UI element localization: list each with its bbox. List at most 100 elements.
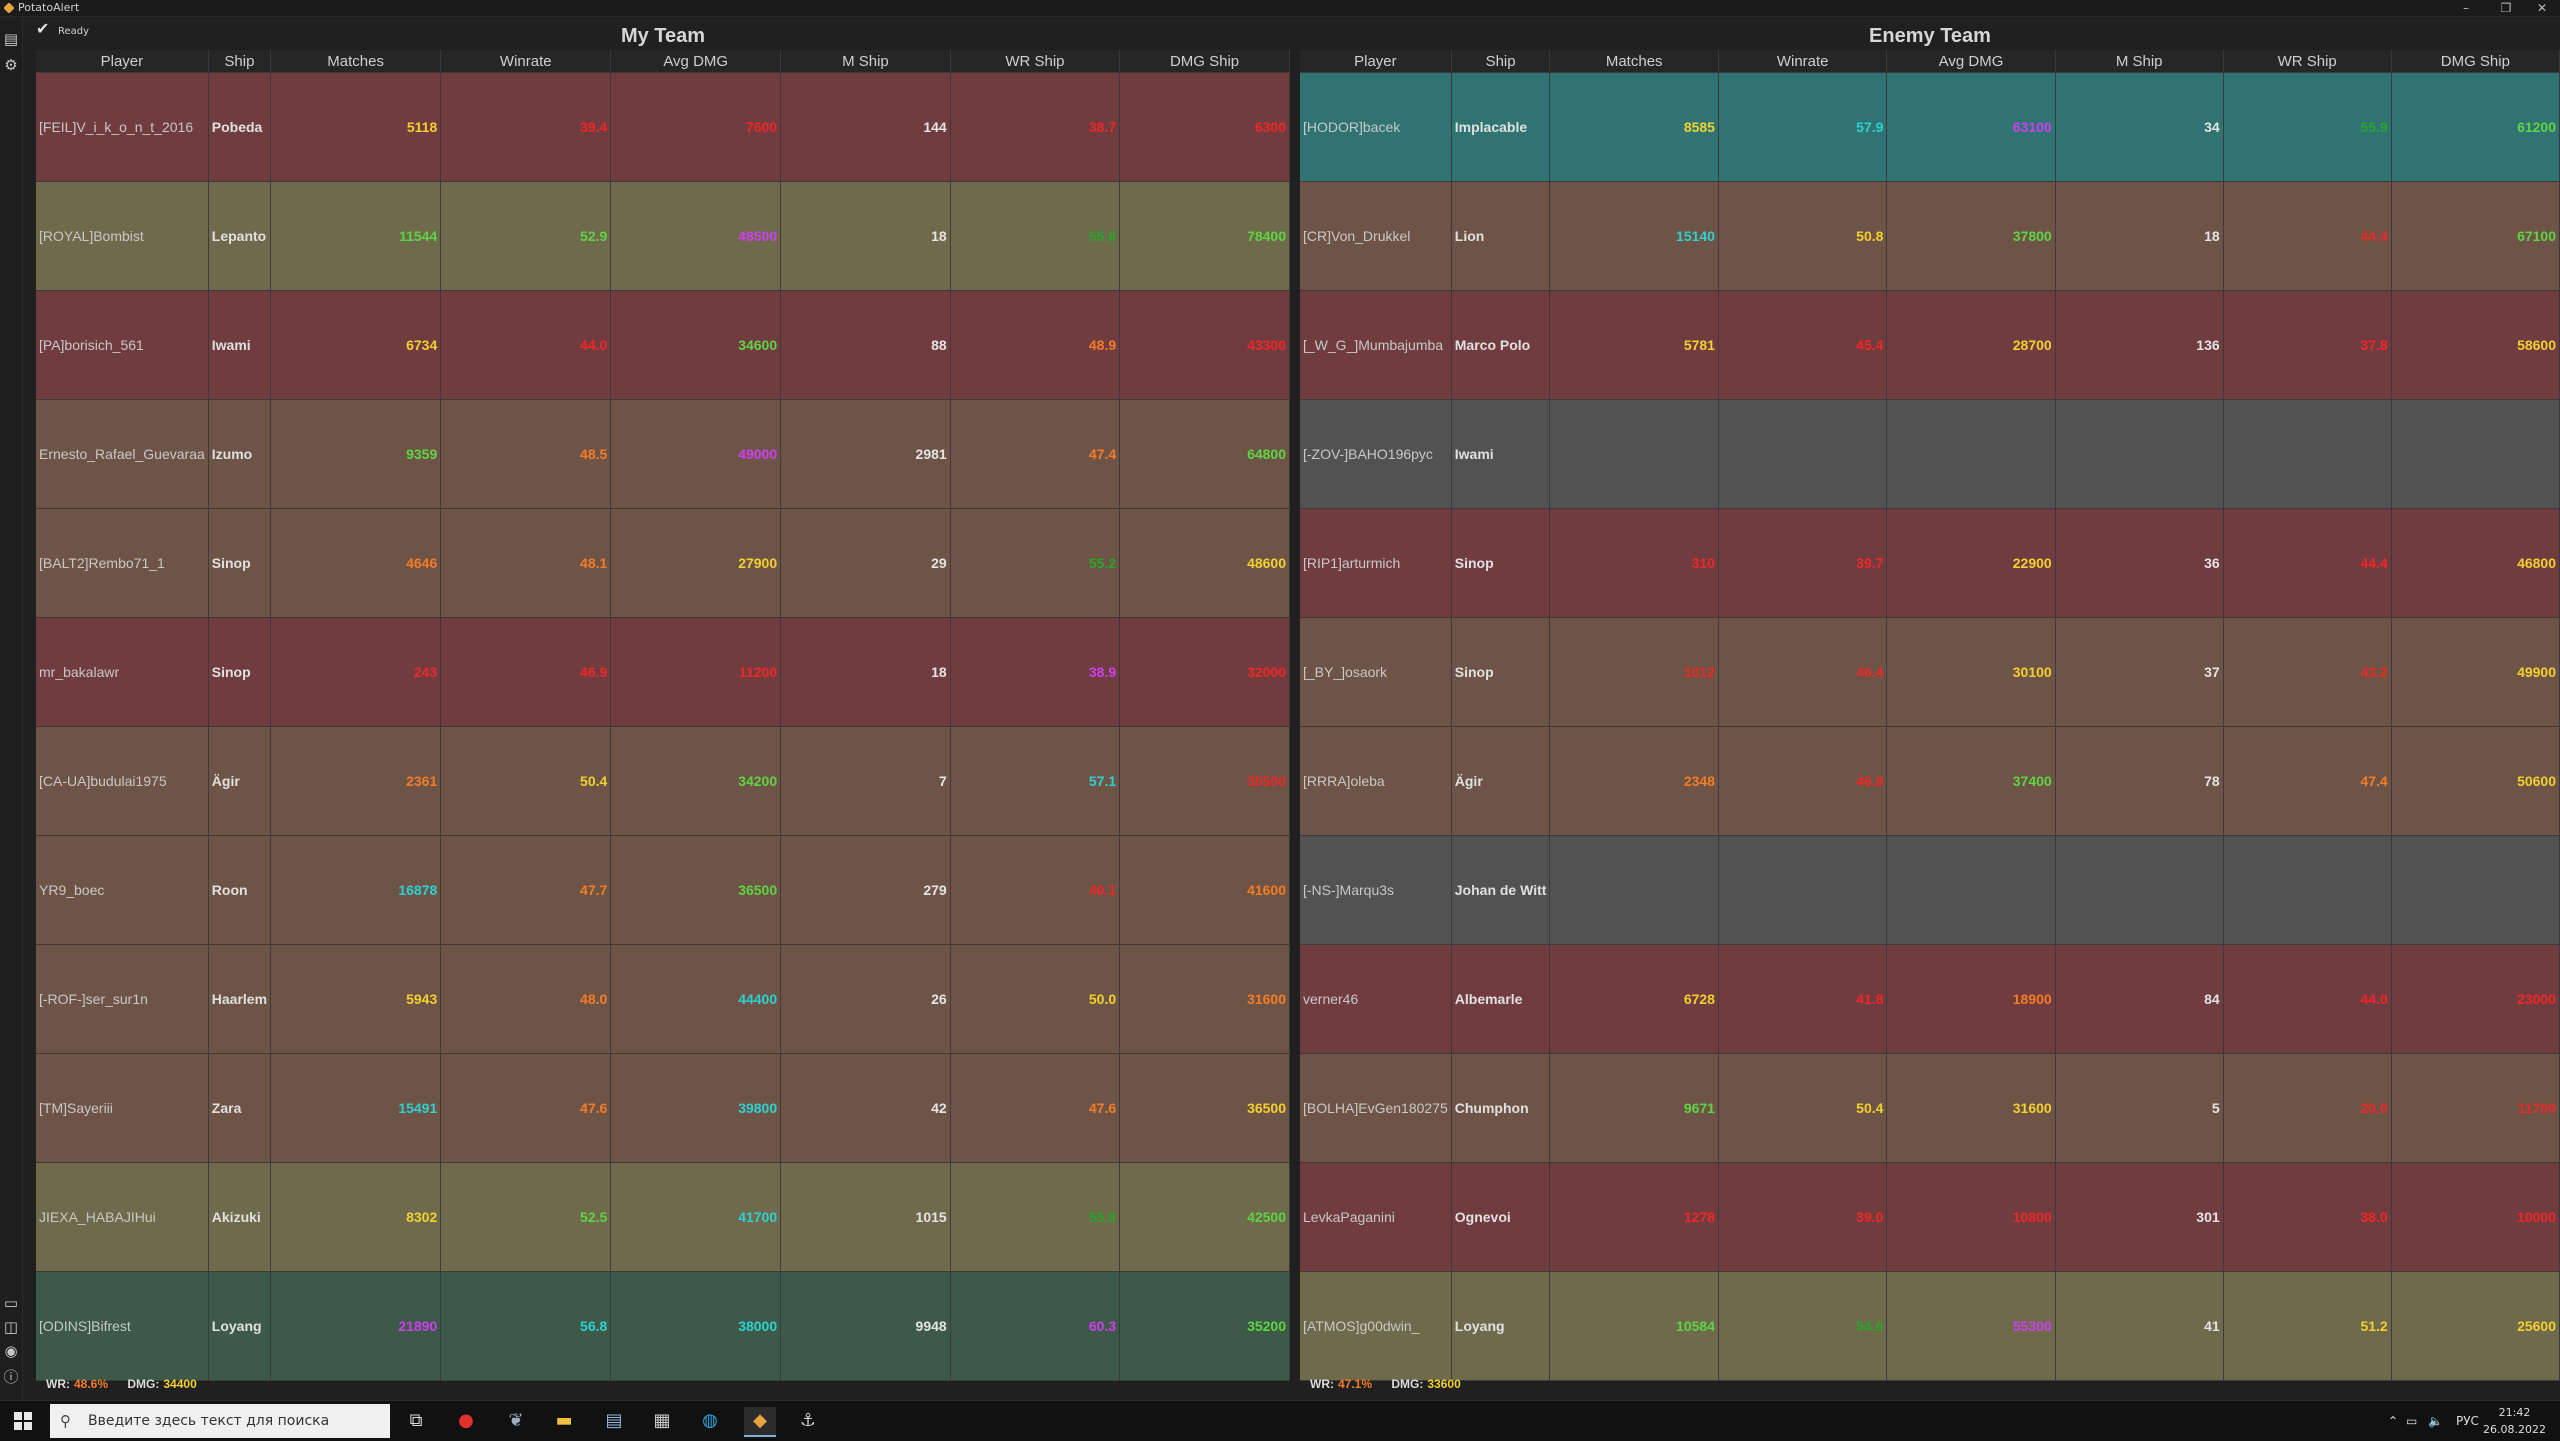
dmg-ship-cell: 35500 bbox=[1119, 726, 1290, 836]
col-header-wr-ship[interactable]: WR Ship bbox=[950, 50, 1121, 73]
winrate-cell: 46.4 bbox=[1718, 617, 1888, 727]
taskbar-app-notepad-icon[interactable]: ▤ bbox=[605, 1410, 623, 1431]
player-name[interactable]: JIEXA_HABAJIHui bbox=[36, 1162, 209, 1272]
player-name[interactable]: [CA-UA]budulai1975 bbox=[36, 726, 209, 836]
table-row: [CA-UA]budulai1975 Ägir 2361 50.4 34200 7 57.1… bbox=[36, 726, 1290, 836]
table-row: Ernesto_Rafael_Guevaraa Izumo 9359 48.5 4900… bbox=[36, 399, 1290, 509]
calculator-icon[interactable]: ▦ bbox=[653, 1410, 671, 1431]
ship-name: Sinop bbox=[1451, 617, 1551, 727]
table-row: [-ZOV-]BAHO196pyc Iwami bbox=[1300, 399, 2560, 509]
matches-cell: 2348 bbox=[1549, 726, 1719, 836]
col-header-ship[interactable]: Ship bbox=[1451, 50, 1551, 73]
player-name[interactable]: LevkaPaganini bbox=[1300, 1162, 1452, 1272]
table-view-icon[interactable]: ▤ bbox=[3, 30, 19, 48]
col-header-m-ship[interactable]: M Ship bbox=[2055, 50, 2224, 73]
screenshot-icon[interactable]: ◫ bbox=[3, 1318, 19, 1336]
info-icon[interactable]: ⓘ bbox=[3, 1368, 19, 1386]
player-name[interactable]: [BOLHA]EvGen180275 bbox=[1300, 1053, 1452, 1163]
task-view-icon[interactable]: ⧉ bbox=[409, 1410, 423, 1431]
player-name[interactable]: [ATMOS]g00dwin_ bbox=[1300, 1271, 1452, 1381]
col-header-wr-ship[interactable]: WR Ship bbox=[2223, 50, 2392, 73]
col-header-m-ship[interactable]: M Ship bbox=[780, 50, 951, 73]
player-name[interactable]: [FEIL]V_i_k_o_n_t_2016 bbox=[36, 72, 209, 182]
player-name[interactable]: [-NS-]Marqu3s bbox=[1300, 835, 1452, 945]
potato-alert-taskbar-icon[interactable]: ◆ bbox=[744, 1407, 776, 1437]
col-header-player[interactable]: Player bbox=[36, 50, 209, 73]
table-row: LevkaPaganini Ognevoi 1278 39.0 10800 301 38.0… bbox=[1300, 1162, 2560, 1272]
m-ship-cell: 41 bbox=[2055, 1271, 2224, 1381]
player-name[interactable]: [ODINS]Bifrest bbox=[36, 1271, 209, 1381]
player-name[interactable]: [TM]Sayeriii bbox=[36, 1053, 209, 1163]
dmg-label: DMG: bbox=[127, 1377, 160, 1391]
language-indicator[interactable]: РУС bbox=[2456, 1414, 2479, 1428]
windows-start-icon[interactable] bbox=[14, 1412, 32, 1430]
minimize-button[interactable]: – bbox=[2463, 1, 2469, 15]
player-name[interactable]: Ernesto_Rafael_Guevaraa bbox=[36, 399, 209, 509]
ship-name: Ägir bbox=[1451, 726, 1551, 836]
player-name[interactable]: [BALT2]Rembo71_1 bbox=[36, 508, 209, 618]
volume-icon[interactable]: 🔈 bbox=[2428, 1414, 2443, 1428]
col-header-dmg-ship[interactable]: DMG Ship bbox=[1119, 50, 1290, 73]
network-icon[interactable]: ▭ bbox=[2406, 1414, 2418, 1428]
avg-dmg-cell: 34600 bbox=[610, 290, 782, 400]
file-explorer-icon[interactable]: ▬ bbox=[555, 1410, 573, 1431]
player-name[interactable]: [ROYAL]Bombist bbox=[36, 181, 209, 291]
world-of-warships-icon[interactable]: ⚓ bbox=[799, 1410, 817, 1431]
player-name[interactable]: [RRRA]oleba bbox=[1300, 726, 1452, 836]
col-header-ship[interactable]: Ship bbox=[208, 50, 272, 73]
col-header-matches[interactable]: Matches bbox=[1549, 50, 1719, 73]
m-ship-cell: 18 bbox=[2055, 181, 2224, 291]
avg-dmg-cell: 41700 bbox=[610, 1162, 782, 1272]
chat-log-icon[interactable]: ▭ bbox=[3, 1294, 19, 1312]
dmg-label: DMG: bbox=[1391, 1377, 1424, 1391]
wr-ship-cell: 47.4 bbox=[950, 399, 1121, 509]
tray-overflow-icon[interactable]: ⌃ bbox=[2388, 1414, 2399, 1428]
system-clock[interactable]: 21:42 26.08.2022 bbox=[2483, 1404, 2546, 1438]
player-name[interactable]: [_W_G_]Mumbajumba bbox=[1300, 290, 1452, 400]
m-ship-cell: 78 bbox=[2055, 726, 2224, 836]
player-name[interactable]: [_BY_]osaork bbox=[1300, 617, 1452, 727]
ship-name: Lepanto bbox=[208, 181, 272, 291]
player-name[interactable]: YR9_boec bbox=[36, 835, 209, 945]
player-name[interactable]: mr_bakalawr bbox=[36, 617, 209, 727]
taskbar-app-bird-icon[interactable]: ❦ bbox=[508, 1410, 524, 1431]
dmg-ship-cell: 6300 bbox=[1119, 72, 1290, 182]
player-name[interactable]: [HODOR]bacek bbox=[1300, 72, 1452, 182]
col-header-avg-dmg[interactable]: Avg DMG bbox=[1886, 50, 2056, 73]
col-header-player[interactable]: Player bbox=[1300, 50, 1452, 73]
ship-name: Izumo bbox=[208, 399, 272, 509]
player-name[interactable]: [RIP1]arturmich bbox=[1300, 508, 1452, 618]
avg-dmg-cell: 27900 bbox=[610, 508, 782, 618]
player-name[interactable]: [-ROF-]ser_sur1n bbox=[36, 944, 209, 1054]
close-button[interactable]: ✕ bbox=[2536, 1, 2548, 15]
wr-ship-cell: 43.2 bbox=[2223, 617, 2392, 727]
taskbar-search-input[interactable]: ⚲ Введите здесь текст для поиска bbox=[50, 1404, 390, 1438]
player-name[interactable]: [CR]Von_Drukkel bbox=[1300, 181, 1452, 291]
ship-name: Haarlem bbox=[208, 944, 272, 1054]
avg-dmg-cell: 36500 bbox=[610, 835, 782, 945]
github-icon[interactable]: ◉ bbox=[4, 1342, 18, 1360]
col-header-dmg-ship[interactable]: DMG Ship bbox=[2391, 50, 2560, 73]
edge-browser-icon[interactable]: ◍ bbox=[702, 1410, 718, 1431]
player-name[interactable]: verner46 bbox=[1300, 944, 1452, 1054]
col-header-matches[interactable]: Matches bbox=[270, 50, 442, 73]
matches-cell: 9359 bbox=[270, 399, 442, 509]
dmg-ship-cell: 10000 bbox=[2391, 1162, 2560, 1272]
wr-ship-cell: 51.2 bbox=[2223, 1271, 2392, 1381]
winrate-cell: 41.8 bbox=[1718, 944, 1888, 1054]
player-name[interactable]: [-ZOV-]BAHO196pyc bbox=[1300, 399, 1452, 509]
col-header-avg-dmg[interactable]: Avg DMG bbox=[610, 50, 782, 73]
enemy-team-title: Enemy Team bbox=[1869, 25, 1991, 47]
wr-label: WR: bbox=[1310, 1377, 1334, 1391]
wr-ship-cell: 48.9 bbox=[950, 290, 1121, 400]
player-name[interactable]: [PA]borisich_561 bbox=[36, 290, 209, 400]
window-titlebar: PotatoAlert – ❐ ✕ bbox=[0, 0, 2560, 17]
my-team-avg-winrate: 48.6% bbox=[74, 1377, 109, 1391]
taskbar-app-red-icon[interactable]: ● bbox=[458, 1410, 474, 1431]
col-header-winrate[interactable]: Winrate bbox=[440, 50, 612, 73]
matches-cell bbox=[1549, 835, 1719, 945]
restore-button[interactable]: ❐ bbox=[2500, 1, 2512, 15]
col-header-winrate[interactable]: Winrate bbox=[1718, 50, 1888, 73]
settings-gear-icon[interactable]: ⚙ bbox=[4, 56, 18, 74]
avg-dmg-cell: 38000 bbox=[610, 1271, 782, 1381]
